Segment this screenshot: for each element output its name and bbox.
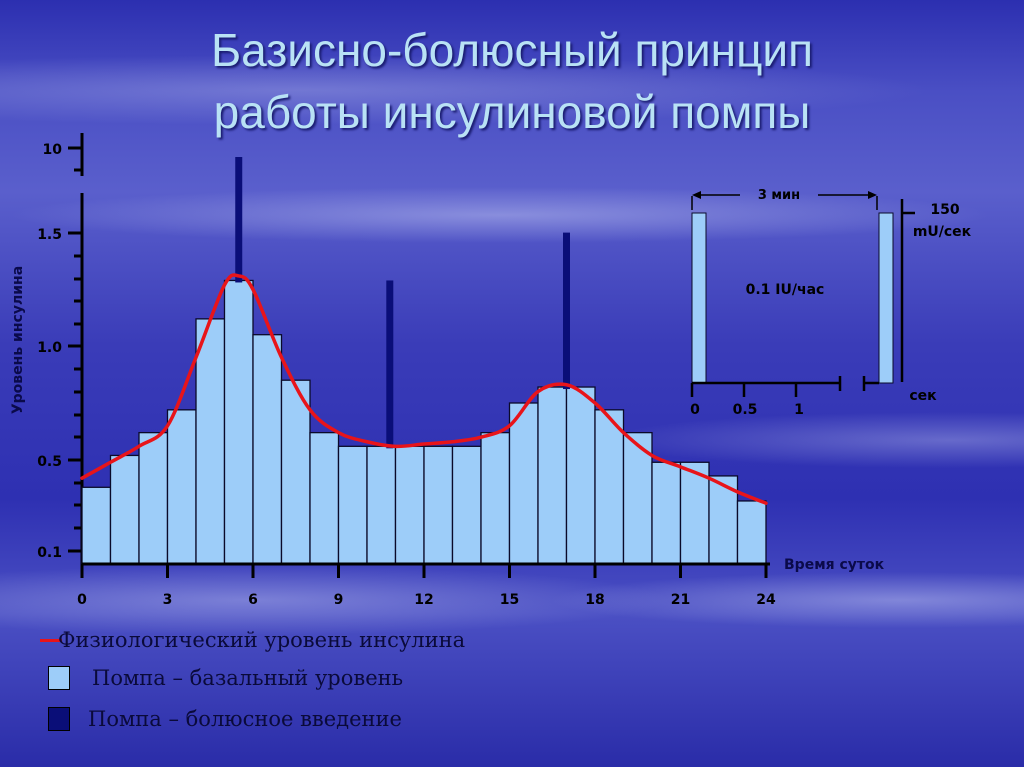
inset-x-tick: 0.5 xyxy=(733,402,758,418)
basal-bar xyxy=(736,500,767,565)
bolus-inset-diagram: 3 мин 0.1 IU/час 150 mU/сек сек 0 0.5 1 xyxy=(690,188,972,418)
x-tick-label: 21 xyxy=(671,592,690,608)
x-tick-label: 0 xyxy=(77,592,87,608)
basal-bar xyxy=(166,409,197,565)
basal-bar xyxy=(451,445,482,565)
basal-bar xyxy=(394,445,425,565)
basal-bar xyxy=(480,431,511,565)
basal-bars xyxy=(81,279,767,565)
basal-swatch-icon xyxy=(48,666,70,690)
legend-label: Помпа – болюсное введение xyxy=(88,707,402,731)
basal-bar xyxy=(280,379,311,565)
basal-bar xyxy=(537,386,568,565)
y-tick-label: 10 xyxy=(43,142,63,158)
y-tick-label: 0.5 xyxy=(37,454,62,470)
bolus-spikes xyxy=(235,157,570,449)
bolus-spike xyxy=(386,280,394,449)
y-tick-labels: 10 1.5 1.0 0.5 0.1 xyxy=(37,142,62,561)
basal-bar xyxy=(195,318,226,565)
basal-bar xyxy=(223,279,254,565)
x-tick-label: 3 xyxy=(163,592,173,608)
inset-span-label: 3 мин xyxy=(758,188,800,203)
basal-bar xyxy=(366,445,397,565)
basal-bar xyxy=(594,409,625,565)
inset-x-tick: 1 xyxy=(794,402,804,418)
legend-label: Физиологический уровень инсулина xyxy=(58,628,466,652)
basal-bar xyxy=(309,431,340,565)
y-tick-label: 0.1 xyxy=(37,545,62,561)
inset-rate-value: 150 xyxy=(930,202,959,218)
legend-item-basal: Помпа – базальный уровень xyxy=(48,666,403,690)
physiological-curve xyxy=(80,273,768,505)
basal-bar xyxy=(423,445,454,565)
slide-title-line2: работы инсулиновой помпы xyxy=(213,86,811,138)
basal-bar xyxy=(138,431,169,565)
x-tick-label: 24 xyxy=(756,592,776,608)
bolus-spike xyxy=(235,157,243,283)
bolus-swatch-icon xyxy=(48,707,70,731)
inset-rate-unit: mU/сек xyxy=(913,224,972,240)
basal-bar xyxy=(252,334,283,565)
basal-bar xyxy=(337,445,368,565)
basal-bar xyxy=(81,486,112,565)
basal-bar xyxy=(622,431,653,565)
y-tick-label: 1.0 xyxy=(37,340,62,356)
basal-bar xyxy=(508,402,539,565)
basal-bar xyxy=(565,386,596,565)
x-tick-label: 18 xyxy=(585,592,604,608)
inset-basal-rate-label: 0.1 IU/час xyxy=(746,282,825,298)
x-tick-label: 9 xyxy=(334,592,344,608)
inset-x-unit: сек xyxy=(909,388,937,404)
red-line-icon xyxy=(40,638,62,642)
x-axis xyxy=(80,562,770,578)
x-tick-label: 12 xyxy=(414,592,433,608)
bolus-spike xyxy=(563,232,570,390)
x-tick-label: 6 xyxy=(248,592,258,608)
y-axis xyxy=(68,133,84,578)
x-tick-labels: 0 3 6 9 12 15 18 21 24 xyxy=(77,592,776,608)
inset-x-tick: 0 xyxy=(690,402,700,418)
x-axis-label: Время суток xyxy=(784,557,885,573)
legend-item-physiological: Физиологический уровень инсулина xyxy=(40,628,465,652)
y-tick-label: 1.5 xyxy=(37,227,62,243)
slide-title-line1: Базисно-болюсный принцип xyxy=(210,24,814,76)
basal-bar xyxy=(651,461,682,565)
y-axis-label: Уровень инсулина xyxy=(10,266,26,414)
basal-bar xyxy=(109,454,140,565)
x-tick-label: 15 xyxy=(500,592,519,608)
legend-item-bolus: Помпа – болюсное введение xyxy=(48,707,402,731)
legend-label: Помпа – базальный уровень xyxy=(92,666,404,690)
